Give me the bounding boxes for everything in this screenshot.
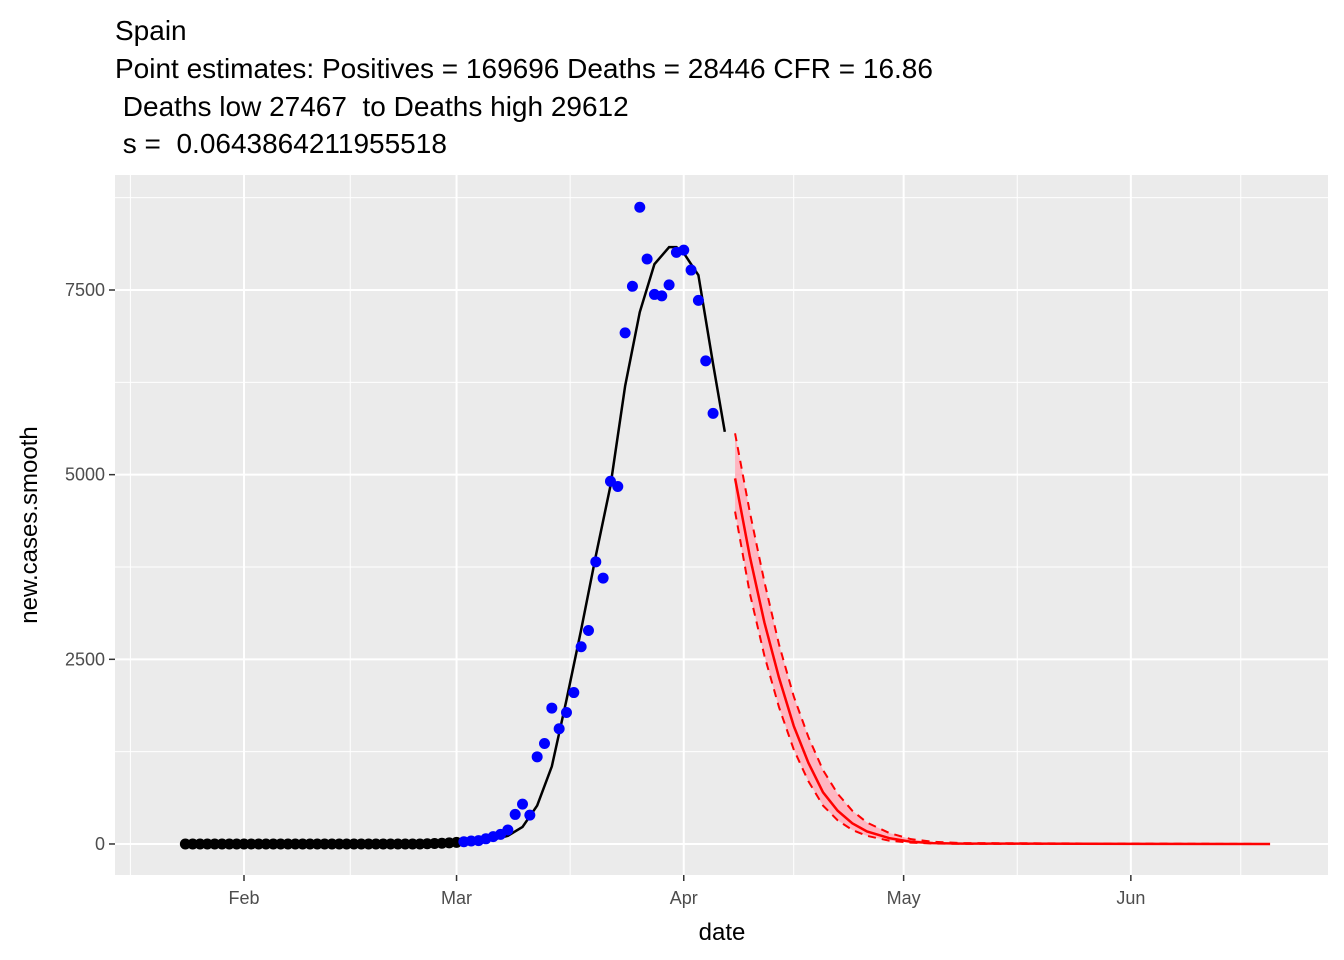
x-tick-label: Jun (1116, 888, 1145, 908)
point (612, 480, 624, 492)
point (538, 738, 550, 750)
title-line: Spain (115, 15, 187, 46)
title-line: Deaths low 27467 to Deaths high 29612 (115, 91, 629, 122)
point (524, 809, 536, 821)
point (685, 264, 697, 276)
y-tick-label: 2500 (65, 649, 105, 669)
y-axis-title: new.cases.smooth (16, 426, 43, 623)
point (531, 751, 543, 763)
point (575, 641, 587, 653)
point (678, 244, 690, 256)
point (626, 280, 638, 292)
point (502, 824, 514, 836)
point (641, 253, 653, 265)
point (582, 625, 594, 637)
point (663, 279, 675, 291)
x-tick-label: Apr (670, 888, 698, 908)
panel (115, 175, 1328, 875)
y-tick-label: 7500 (65, 280, 105, 300)
point (700, 355, 712, 367)
y-tick-label: 5000 (65, 465, 105, 485)
point (619, 327, 631, 339)
dashed-line (734, 433, 1271, 845)
point (707, 407, 719, 419)
point (634, 201, 646, 213)
point (568, 687, 580, 699)
x-tick-label: Feb (228, 888, 259, 908)
point (517, 798, 529, 810)
x-tick-label: Mar (441, 888, 472, 908)
point (590, 556, 602, 568)
point (656, 290, 668, 302)
point (553, 723, 565, 735)
point (509, 808, 521, 820)
point (692, 294, 704, 306)
y-tick-label: 0 (95, 834, 105, 854)
x-axis-title: date (699, 919, 746, 946)
title-line: s = 0.0643864211955518 (115, 128, 447, 159)
line (733, 478, 1271, 846)
point (560, 707, 572, 719)
x-tick-label: May (887, 888, 921, 908)
point (597, 572, 609, 584)
point (546, 702, 558, 714)
title-line: Point estimates: Positives = 169696 Deat… (115, 53, 933, 84)
